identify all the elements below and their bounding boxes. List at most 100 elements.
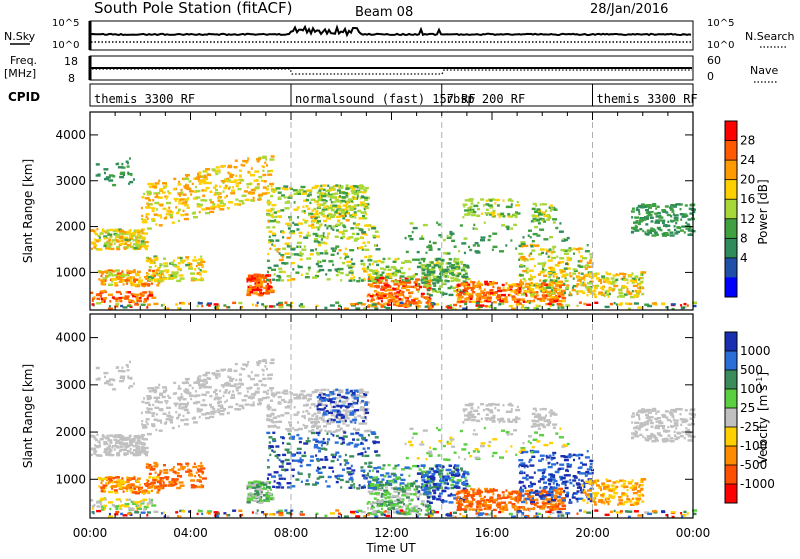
power-cell — [587, 294, 589, 296]
power-cell — [551, 292, 556, 294]
power-cell — [391, 297, 396, 299]
power-cell — [336, 270, 338, 272]
velocity-cell — [192, 417, 196, 419]
power-cell — [513, 213, 517, 215]
velocity-cell — [220, 410, 225, 412]
power-cell — [119, 236, 123, 238]
power-cell — [347, 265, 352, 267]
velocity-cell — [344, 459, 348, 461]
velocity-cell — [259, 401, 261, 403]
power-cell — [205, 182, 210, 184]
power-cell — [208, 304, 211, 306]
power-cell — [121, 270, 123, 272]
power-cell — [209, 191, 212, 193]
power-cell — [549, 236, 553, 238]
power-cell — [427, 293, 429, 295]
power-cell — [197, 305, 199, 307]
velocity-cell — [340, 486, 342, 488]
power-cell — [375, 277, 379, 279]
velocity-cell — [262, 369, 264, 371]
velocity-cell — [247, 361, 249, 363]
power-cell — [249, 191, 252, 193]
power-cell — [368, 255, 372, 257]
power-cell — [650, 217, 654, 219]
velocity-cell — [252, 484, 257, 486]
power-cell — [98, 248, 102, 250]
power-cell — [224, 196, 226, 198]
power-cell — [166, 210, 170, 212]
power-cell — [118, 166, 123, 168]
velocity-cell — [270, 446, 274, 448]
power-cell — [527, 259, 529, 261]
power-cell — [95, 233, 98, 235]
velocity-cell — [90, 499, 93, 501]
velocity-cell — [339, 414, 344, 416]
velocity-cell — [228, 383, 231, 385]
power-cell — [493, 301, 497, 303]
power-cell — [485, 283, 489, 285]
power-cell — [642, 281, 644, 283]
power-cell — [325, 273, 327, 275]
power-cell — [149, 186, 152, 188]
power-cell — [561, 270, 566, 272]
velocity-cell — [185, 463, 189, 465]
power-cell — [166, 213, 170, 215]
power-cell — [109, 229, 114, 231]
velocity-cell — [336, 429, 341, 431]
velocity-cell — [148, 404, 151, 406]
velocity-cell — [285, 412, 290, 414]
power-cell — [234, 203, 239, 205]
power-cell — [447, 235, 449, 237]
power-cell — [564, 268, 568, 270]
velocity-cell — [354, 444, 359, 446]
velocity-cell — [347, 471, 352, 473]
power-cell — [383, 287, 387, 289]
power-cell — [375, 272, 378, 274]
power-cell — [340, 257, 342, 259]
velocity-cell — [91, 448, 96, 450]
velocity-cell — [246, 387, 251, 389]
power-cell — [502, 284, 505, 286]
power-cell — [480, 198, 484, 200]
power-cell — [282, 256, 284, 258]
power-cell — [618, 292, 620, 294]
velocity-cell — [287, 443, 291, 445]
freq-label-2: [MHz] — [4, 67, 36, 80]
velocity-cell — [272, 395, 275, 397]
velocity-cell — [178, 407, 180, 409]
power-cell — [151, 291, 153, 293]
power-cell — [152, 210, 155, 212]
velocity-cell — [346, 443, 350, 445]
power-cell — [583, 303, 586, 305]
power-cell — [581, 273, 584, 275]
power-cell — [581, 277, 584, 279]
velocity-cell — [287, 451, 292, 453]
power-cell — [323, 184, 327, 186]
velocity-cell — [178, 385, 180, 387]
power-cell — [365, 197, 368, 199]
power-cell — [324, 250, 327, 252]
velocity-cell — [151, 412, 155, 414]
power-cell — [227, 306, 230, 308]
power-cell — [510, 227, 513, 229]
power-cell — [131, 271, 135, 273]
power-cell — [96, 240, 99, 242]
power-cell — [598, 280, 600, 282]
power-cell — [314, 213, 319, 215]
velocity-cell — [155, 429, 157, 431]
power-cell — [479, 298, 482, 300]
power-cell — [386, 307, 391, 309]
power-cell — [174, 276, 177, 278]
power-cell — [278, 197, 281, 199]
power-cell — [434, 264, 439, 266]
velocity-cell — [302, 397, 307, 399]
power-cell — [308, 269, 310, 271]
velocity-cell — [318, 447, 321, 449]
power-cell — [320, 196, 322, 198]
power-cell — [637, 287, 640, 289]
power-cell — [156, 269, 160, 271]
power-cell — [647, 305, 652, 307]
power-cell — [105, 231, 107, 233]
power-cell — [426, 301, 430, 303]
velocity-cell — [234, 370, 238, 372]
